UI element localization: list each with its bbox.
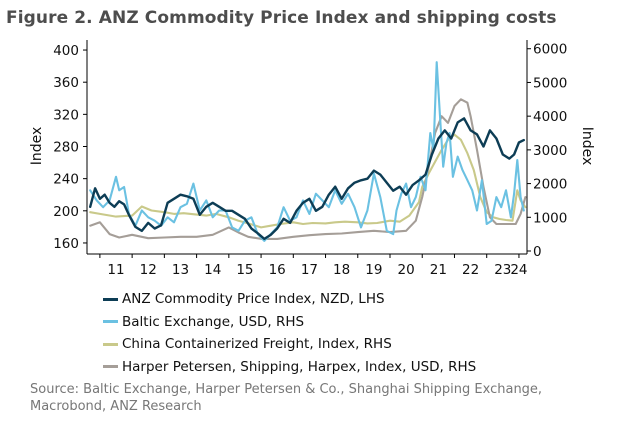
left-tick-label: 200 [53, 204, 79, 220]
right-tick-label: 3000 [533, 143, 567, 159]
x-tick-label: 14 [204, 262, 221, 278]
right-tick-label: 2000 [533, 177, 567, 193]
series-line-1 [89, 98, 527, 240]
x-tick-label: 23 [494, 262, 511, 278]
right-axis-title: Index [579, 127, 595, 166]
source-note: Source: Baltic Exchange, Harper Petersen… [30, 382, 543, 414]
plot-frame [86, 40, 528, 255]
x-tick-label: 13 [172, 262, 189, 278]
legend-item-baltic: Baltic Exchange, USD, RHS [103, 311, 476, 334]
left-tick-label: 160 [53, 236, 79, 252]
chart-title: Figure 2. ANZ Commodity Price Index and … [6, 8, 557, 28]
left-axis-title: Index [29, 127, 45, 166]
legend-item-anz: ANZ Commodity Price Index, NZD, LHS [103, 288, 476, 311]
series-group [88, 61, 527, 242]
right-tick-label: 4000 [533, 109, 567, 125]
left-tick-label: 240 [53, 172, 79, 188]
x-tick-label: 21 [430, 262, 447, 278]
left-tick-label: 320 [53, 107, 79, 123]
left-tick-label: 400 [53, 43, 79, 59]
series-line-2 [89, 61, 525, 242]
x-tick-label: 22 [462, 262, 479, 278]
legend-label-anz: ANZ Commodity Price Index, NZD, LHS [122, 291, 385, 308]
legend-label-baltic: Baltic Exchange, USD, RHS [122, 313, 305, 330]
legend-label-harpex: Harper Petersen, Shipping, Harpex, Index… [122, 358, 477, 375]
right-tick-label: 5000 [533, 75, 567, 91]
x-tick-label: 20 [398, 262, 415, 278]
series-line-0 [89, 133, 527, 229]
legend-swatch-baltic [103, 320, 118, 324]
x-tick-label: 18 [333, 262, 350, 278]
left-axis: 160 200 240 280 320 360 400 [53, 43, 87, 252]
legend: ANZ Commodity Price Index, NZD, LHS Balt… [103, 288, 476, 378]
x-tick-label: 11 [107, 262, 124, 278]
left-tick-label: 360 [53, 75, 79, 91]
x-tick-label: 19 [365, 262, 382, 278]
x-tick-label: 15 [236, 262, 253, 278]
x-tick-label: 12 [140, 262, 157, 278]
legend-item-harpex: Harper Petersen, Shipping, Harpex, Index… [103, 356, 476, 379]
right-tick-label: 1000 [533, 210, 567, 226]
left-tick-label: 280 [53, 140, 79, 156]
series-line-3 [88, 117, 525, 241]
x-tick-label: 17 [301, 262, 318, 278]
legend-item-china: China Containerized Freight, Index, RHS [103, 333, 476, 356]
x-tick-label: 16 [269, 262, 286, 278]
legend-swatch-harpex [103, 365, 118, 369]
legend-swatch-anz [103, 297, 118, 301]
right-axis: 0 1000 2000 3000 4000 5000 6000 [527, 42, 567, 260]
x-tick-label: 24 [510, 262, 527, 278]
right-tick-label: 0 [533, 244, 542, 260]
right-tick-label: 6000 [533, 42, 567, 58]
legend-label-china: China Containerized Freight, Index, RHS [122, 336, 392, 353]
legend-swatch-china [103, 342, 118, 346]
